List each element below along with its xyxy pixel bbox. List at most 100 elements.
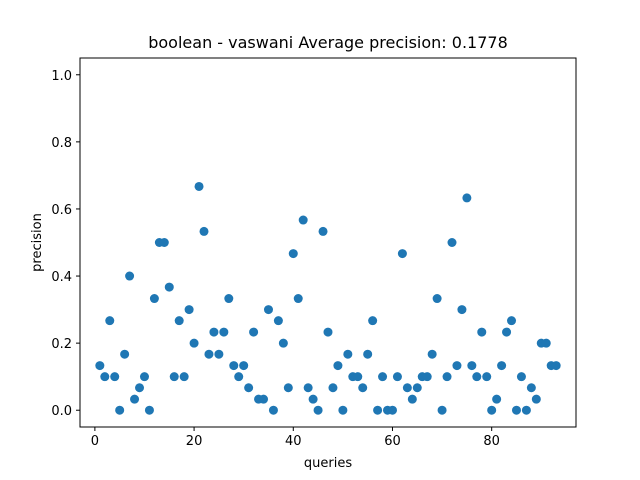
y-tick-label: 0.4 [51, 270, 72, 285]
data-point [472, 372, 482, 382]
data-point [204, 349, 214, 359]
data-point [120, 349, 130, 359]
data-point [492, 394, 502, 404]
y-tick-label: 0.0 [51, 404, 72, 419]
data-point [338, 405, 348, 415]
chart-title: boolean - vaswani Average precision: 0.1… [148, 33, 508, 52]
data-point [487, 405, 497, 415]
data-point [526, 383, 536, 393]
data-point [432, 294, 442, 304]
data-point [402, 383, 412, 393]
data-point [482, 372, 492, 382]
data-point [144, 405, 154, 415]
data-point [189, 338, 199, 348]
data-point [392, 372, 402, 382]
data-point [353, 372, 363, 382]
data-point [457, 305, 467, 315]
data-point [249, 327, 259, 337]
data-point [343, 349, 353, 359]
data-point [159, 238, 169, 247]
data-point [298, 215, 308, 225]
data-point [293, 294, 303, 304]
data-point [179, 372, 189, 382]
data-point [263, 305, 273, 315]
data-point [521, 405, 531, 415]
data-point [224, 294, 234, 304]
data-point [358, 383, 368, 393]
data-point [135, 383, 145, 393]
data-point [323, 327, 333, 337]
data-point [169, 372, 179, 382]
y-tick-label: 0.2 [51, 337, 72, 352]
data-point [214, 349, 224, 359]
x-tick-label: 20 [186, 434, 203, 449]
data-point [551, 361, 561, 371]
data-point [209, 327, 219, 337]
data-point [139, 372, 149, 382]
data-point [174, 316, 184, 326]
y-tick-label: 1.0 [51, 69, 72, 84]
data-point [130, 394, 140, 404]
data-point [462, 193, 472, 203]
data-point [318, 226, 328, 236]
data-point [164, 282, 174, 292]
y-tick-label: 0.8 [51, 136, 72, 151]
data-point [427, 349, 437, 359]
data-point [244, 383, 254, 393]
data-point [194, 181, 204, 191]
data-point [363, 349, 373, 359]
plot-area-frame [79, 57, 577, 428]
data-point [407, 394, 417, 404]
data-points [95, 181, 561, 415]
data-point [378, 372, 388, 382]
data-point [328, 383, 338, 393]
data-point [234, 372, 244, 382]
data-point [313, 405, 323, 415]
data-point [422, 372, 432, 382]
data-point [229, 361, 239, 371]
data-point [373, 405, 383, 415]
data-point [531, 394, 541, 404]
data-point [368, 316, 378, 326]
x-tick-label: 40 [285, 434, 302, 449]
data-point [278, 338, 288, 348]
data-point [110, 372, 120, 382]
data-point [219, 327, 229, 337]
data-point [268, 405, 278, 415]
data-point [497, 361, 507, 371]
data-point [412, 383, 422, 393]
data-point [447, 238, 457, 247]
data-point [149, 294, 159, 304]
data-point [442, 372, 452, 382]
data-point [283, 383, 293, 393]
data-point [511, 405, 521, 415]
data-point [333, 361, 343, 371]
data-point [541, 338, 551, 348]
data-point [507, 316, 517, 326]
x-tick-label: 0 [91, 434, 99, 449]
data-point [303, 383, 313, 393]
data-point [115, 405, 125, 415]
data-point [100, 372, 110, 382]
data-point [259, 394, 269, 404]
data-point [184, 305, 194, 315]
x-tick-label: 60 [384, 434, 401, 449]
data-point [288, 249, 298, 259]
y-tick-label: 0.6 [51, 203, 72, 218]
data-point [125, 271, 135, 281]
data-point [308, 394, 318, 404]
x-axis-label: queries [304, 456, 352, 471]
data-point [105, 316, 115, 326]
data-point [199, 226, 209, 236]
data-point [452, 361, 462, 371]
x-tick-label: 80 [483, 434, 500, 449]
data-point [95, 361, 105, 371]
data-point [387, 405, 397, 415]
data-point [516, 372, 526, 382]
data-point [273, 316, 283, 326]
data-point [437, 405, 447, 415]
axis-ticks: 0 20 40 60 80 0.0 0.2 0.4 0.6 0.8 1.0 [51, 69, 500, 449]
data-point [239, 361, 249, 371]
y-axis-label: precision [30, 213, 45, 272]
